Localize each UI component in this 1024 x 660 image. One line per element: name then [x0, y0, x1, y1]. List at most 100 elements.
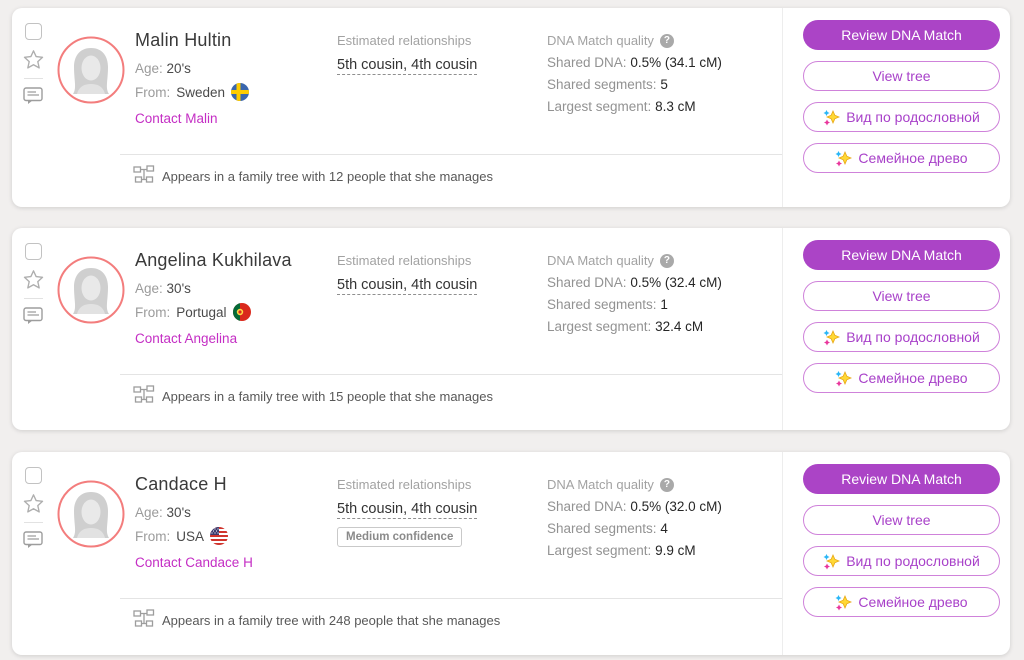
help-icon[interactable]: ? [659, 253, 674, 268]
family-tree-label: Семейное древо [858, 594, 968, 610]
pedigree-view-label: Вид по родословной [846, 329, 980, 345]
match-name[interactable]: Angelina Kukhilava [135, 250, 292, 270]
rail-divider [24, 78, 43, 79]
shared-segments-label: Shared segments: [547, 297, 657, 312]
shared-dna-value: 0.5% (34.1 cM) [630, 55, 722, 70]
from-label: From: [135, 84, 171, 100]
notes-icon[interactable] [23, 307, 44, 326]
pedigree-view-button[interactable]: Вид по родословной [803, 546, 1000, 576]
largest-segment-value: 9.9 cM [655, 543, 696, 558]
rail-divider [24, 522, 43, 523]
tree-note: Appears in a family tree with 12 people … [162, 169, 493, 184]
favorite-star-icon[interactable] [23, 269, 44, 290]
shared-dna-value: 0.5% (32.0 cM) [630, 499, 722, 514]
country-value: Sweden [176, 84, 226, 100]
view-tree-button[interactable]: View tree [803, 281, 1000, 311]
family-tree-button[interactable]: Семейное древо [803, 143, 1000, 173]
shared-segments-label: Shared segments: [547, 521, 657, 536]
avatar[interactable] [57, 36, 125, 104]
shared-segments-value: 1 [660, 297, 668, 312]
select-checkbox[interactable] [25, 243, 42, 260]
country-value: USA [176, 528, 205, 544]
notes-icon[interactable] [23, 87, 44, 106]
sparkle-icon [835, 370, 853, 386]
help-icon[interactable]: ? [659, 477, 674, 492]
age-value: 30's [166, 281, 191, 296]
avatar[interactable] [57, 480, 125, 548]
notes-icon[interactable] [23, 531, 44, 550]
contact-link[interactable]: Contact Angelina [135, 331, 238, 346]
estimated-relationships-label: Estimated relationships [337, 33, 472, 48]
shared-dna-label: Shared DNA: [547, 499, 627, 514]
confidence-badge: Medium confidence [337, 527, 463, 547]
view-tree-button[interactable]: View tree [803, 61, 1000, 91]
favorite-star-icon[interactable] [23, 493, 44, 514]
review-dna-match-button[interactable]: Review DNA Match [803, 240, 1000, 270]
card-action-rail [12, 452, 56, 655]
family-tree-button[interactable]: Семейное древо [803, 363, 1000, 393]
select-checkbox[interactable] [25, 23, 42, 40]
estimated-relationships-label: Estimated relationships [337, 253, 472, 268]
age-label: Age: [135, 281, 163, 296]
largest-segment-value: 8.3 cM [655, 99, 696, 114]
sparkle-icon [835, 150, 853, 166]
family-tree-icon [133, 609, 155, 627]
card-action-rail [12, 228, 56, 430]
family-tree-label: Семейное древо [858, 370, 968, 386]
relationship-value[interactable]: 5th cousin, 4th cousin [337, 277, 478, 295]
rail-divider [24, 298, 43, 299]
view-tree-button[interactable]: View tree [803, 505, 1000, 535]
favorite-star-icon[interactable] [23, 49, 44, 70]
country-value: Portugal [176, 304, 227, 320]
pedigree-view-button[interactable]: Вид по родословной [803, 102, 1000, 132]
shared-dna-label: Shared DNA: [547, 55, 627, 70]
sparkle-icon [823, 553, 841, 569]
panel-divider [782, 228, 783, 430]
shared-dna-label: Shared DNA: [547, 275, 627, 290]
shared-segments-value: 4 [660, 521, 668, 536]
dna-match-quality-label: DNA Match quality [547, 253, 654, 268]
age-value: 30's [166, 505, 191, 520]
age-label: Age: [135, 61, 163, 76]
shared-segments-label: Shared segments: [547, 77, 657, 92]
dna-match-quality-label: DNA Match quality [547, 33, 654, 48]
review-dna-match-button[interactable]: Review DNA Match [803, 464, 1000, 494]
match-name[interactable]: Candace H [135, 474, 227, 494]
dna-match-card: Candace H Age: 30's From: USA Contact Ca… [12, 452, 1010, 655]
from-label: From: [135, 528, 171, 544]
sparkle-icon [823, 109, 841, 125]
contact-link[interactable]: Contact Malin [135, 111, 218, 126]
pedigree-view-label: Вид по родословной [846, 109, 980, 125]
from-label: From: [135, 304, 171, 320]
content-divider [120, 374, 782, 375]
largest-segment-value: 32.4 cM [655, 319, 704, 334]
shared-dna-value: 0.5% (32.4 cM) [630, 275, 722, 290]
dna-match-card: Malin Hultin Age: 20's From: Sweden Cont… [12, 8, 1010, 207]
age-value: 20's [166, 61, 191, 76]
pedigree-view-button[interactable]: Вид по родословной [803, 322, 1000, 352]
dna-match-quality-label: DNA Match quality [547, 477, 654, 492]
family-tree-icon [133, 165, 155, 183]
pedigree-view-label: Вид по родословной [846, 553, 980, 569]
sparkle-icon [823, 329, 841, 345]
sweden-flag-icon [231, 83, 250, 101]
portugal-flag-icon [232, 303, 251, 321]
match-name[interactable]: Malin Hultin [135, 30, 232, 50]
estimated-relationships-label: Estimated relationships [337, 477, 472, 492]
family-tree-icon [133, 385, 155, 403]
avatar[interactable] [57, 256, 125, 324]
largest-segment-label: Largest segment: [547, 543, 652, 558]
tree-note: Appears in a family tree with 15 people … [162, 389, 493, 404]
family-tree-button[interactable]: Семейное древо [803, 587, 1000, 617]
relationship-value[interactable]: 5th cousin, 4th cousin [337, 501, 478, 519]
largest-segment-label: Largest segment: [547, 99, 652, 114]
review-dna-match-button[interactable]: Review DNA Match [803, 20, 1000, 50]
select-checkbox[interactable] [25, 467, 42, 484]
relationship-value[interactable]: 5th cousin, 4th cousin [337, 57, 478, 75]
sparkle-icon [835, 594, 853, 610]
age-label: Age: [135, 505, 163, 520]
contact-link[interactable]: Contact Candace H [135, 555, 253, 570]
tree-note: Appears in a family tree with 248 people… [162, 613, 501, 628]
dna-match-card: Angelina Kukhilava Age: 30's From: Portu… [12, 228, 1010, 430]
help-icon[interactable]: ? [659, 33, 674, 48]
